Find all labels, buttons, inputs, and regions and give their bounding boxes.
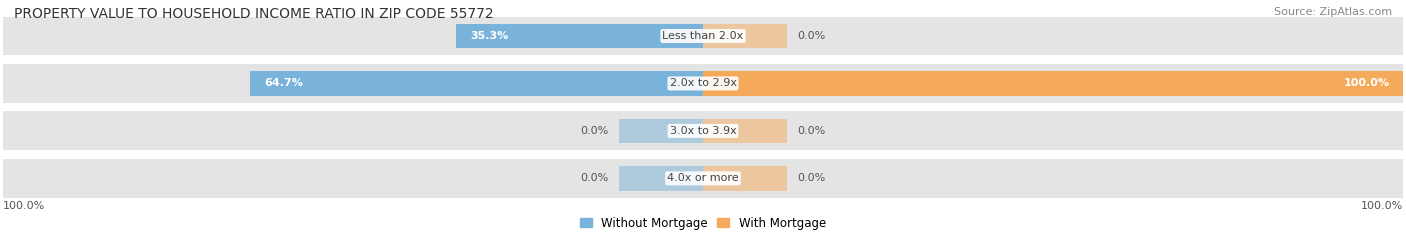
- Bar: [703, 24, 787, 48]
- Text: 0.0%: 0.0%: [797, 126, 825, 136]
- Text: 0.0%: 0.0%: [581, 173, 609, 183]
- Bar: [619, 166, 703, 191]
- Text: 3.0x to 3.9x: 3.0x to 3.9x: [669, 126, 737, 136]
- Bar: [3, 64, 1403, 103]
- Text: 0.0%: 0.0%: [581, 126, 609, 136]
- Text: 64.7%: 64.7%: [264, 79, 302, 89]
- Legend: Without Mortgage, With Mortgage: Without Mortgage, With Mortgage: [575, 212, 831, 233]
- Text: 4.0x or more: 4.0x or more: [668, 173, 738, 183]
- Bar: [619, 119, 703, 143]
- Text: PROPERTY VALUE TO HOUSEHOLD INCOME RATIO IN ZIP CODE 55772: PROPERTY VALUE TO HOUSEHOLD INCOME RATIO…: [14, 7, 494, 21]
- Bar: [703, 166, 787, 191]
- Bar: [3, 111, 1403, 150]
- Bar: [3, 17, 1403, 55]
- Text: 100.0%: 100.0%: [3, 201, 45, 211]
- Bar: [703, 71, 1403, 96]
- Text: 2.0x to 2.9x: 2.0x to 2.9x: [669, 79, 737, 89]
- Text: 0.0%: 0.0%: [797, 173, 825, 183]
- Bar: [3, 159, 1403, 198]
- Text: Source: ZipAtlas.com: Source: ZipAtlas.com: [1274, 7, 1392, 17]
- Bar: [250, 71, 703, 96]
- Text: 35.3%: 35.3%: [470, 31, 508, 41]
- Text: 100.0%: 100.0%: [1343, 79, 1389, 89]
- Text: 100.0%: 100.0%: [1361, 201, 1403, 211]
- Bar: [456, 24, 703, 48]
- Text: Less than 2.0x: Less than 2.0x: [662, 31, 744, 41]
- Bar: [703, 119, 787, 143]
- Text: 0.0%: 0.0%: [797, 31, 825, 41]
